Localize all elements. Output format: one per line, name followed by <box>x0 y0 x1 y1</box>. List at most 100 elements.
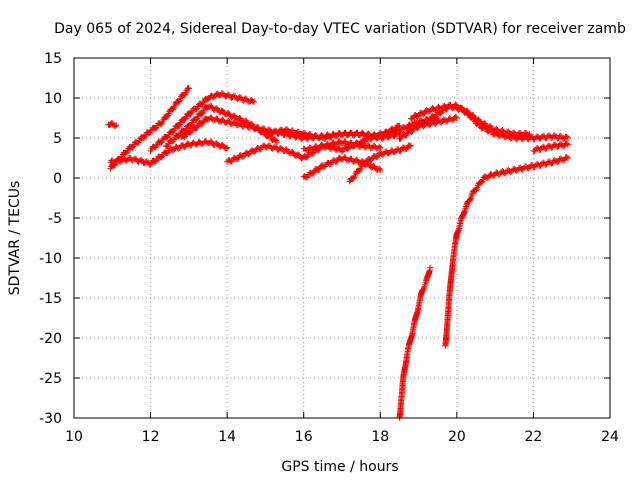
data-point-marker <box>245 151 252 158</box>
data-point-marker <box>185 85 192 92</box>
data-point-marker <box>112 123 119 130</box>
data-point-marker <box>350 175 357 182</box>
data-point-marker <box>175 122 182 129</box>
data-point-marker <box>210 94 217 101</box>
series-arc-17 <box>105 119 120 130</box>
data-point-marker <box>199 120 206 127</box>
data-point-marker <box>376 165 383 172</box>
y-axis-label: SDTVAR / TECUs <box>7 181 23 296</box>
data-point-marker <box>231 119 238 126</box>
series-arc-1 <box>107 84 192 172</box>
data-point-marker <box>526 131 533 137</box>
data-point-marker <box>467 196 474 203</box>
data-point-marker <box>560 157 567 164</box>
data-point-marker <box>379 151 386 158</box>
data-point-marker <box>205 96 211 103</box>
data-point-marker <box>443 104 450 111</box>
data-point-marker <box>563 154 570 161</box>
series-arc-16 <box>442 154 571 349</box>
data-point-marker <box>272 137 279 144</box>
data-point-marker <box>475 116 482 123</box>
data-point-marker <box>181 116 188 123</box>
data-point-marker <box>141 134 148 141</box>
data-point-marker <box>376 143 383 150</box>
data-point-marker <box>385 130 392 137</box>
data-point-marker <box>385 150 392 157</box>
y-tick-label: -25 <box>39 371 62 387</box>
series-arc-3 <box>147 90 257 155</box>
y-tick-label: -20 <box>39 331 62 347</box>
x-axis-label: GPS time / hours <box>281 459 398 475</box>
data-point-marker <box>224 144 231 151</box>
data-point-marker <box>361 160 368 167</box>
data-point-marker <box>309 150 316 157</box>
plot-frame <box>73 57 611 419</box>
series-arc-13 <box>415 113 460 130</box>
data-point-marker <box>289 148 296 155</box>
series-arc-10 <box>346 142 414 185</box>
data-point-marker <box>309 170 316 177</box>
data-point-marker <box>239 153 246 160</box>
x-tick-label: 22 <box>525 429 543 445</box>
data-point-marker <box>225 110 232 117</box>
data-point-marker <box>164 113 171 120</box>
data-point-marker <box>377 167 384 173</box>
axis-ticks: 10 12 14 16 18 20 22 24 15 10 5 0 -5 -10 -15 -20 -25 -30 <box>39 51 619 445</box>
x-tick-label: 16 <box>295 429 313 445</box>
data-point-marker <box>175 98 182 105</box>
data-point-marker <box>152 125 159 132</box>
data-point-marker <box>277 144 284 151</box>
data-point-marker <box>374 154 381 161</box>
data-point-marker <box>499 127 506 134</box>
data-point-marker <box>513 167 520 174</box>
data-point-marker <box>420 111 427 118</box>
data-point-marker <box>493 125 500 132</box>
series-arc-14 <box>530 140 571 155</box>
data-point-marker <box>414 113 421 120</box>
data-point-marker <box>564 155 571 161</box>
data-point-marker <box>170 128 177 135</box>
data-point-marker <box>193 116 200 123</box>
data-point-marker <box>379 131 386 138</box>
data-point-marker <box>563 133 570 140</box>
data-point-marker <box>564 141 571 148</box>
y-tick-label: 15 <box>44 51 62 67</box>
data-point-marker <box>138 156 144 163</box>
y-tick-label: -5 <box>48 211 62 227</box>
data-point-marker <box>143 158 150 165</box>
chart-title: Day 065 of 2024, Sidereal Day-to-day VTE… <box>54 21 626 37</box>
data-point-marker <box>169 106 176 113</box>
data-point-marker <box>373 133 380 140</box>
data-point-marker <box>193 106 200 113</box>
x-tick-label: 10 <box>65 429 83 445</box>
data-point-marker <box>470 112 477 119</box>
data-point-marker <box>250 99 257 105</box>
data-point-marker <box>158 139 165 146</box>
data-point-marker <box>225 117 232 124</box>
series-arc-8 <box>300 154 384 181</box>
data-point-marker <box>406 142 413 149</box>
data-point-marker <box>453 115 460 121</box>
x-tick-label: 20 <box>448 429 466 445</box>
data-point-marker <box>427 264 434 271</box>
data-point-marker <box>344 146 351 153</box>
x-tick-label: 14 <box>218 429 236 445</box>
data-point-marker <box>414 125 421 132</box>
series-arc-12 <box>407 101 533 139</box>
data-point-marker <box>563 140 570 147</box>
data-point-marker <box>170 147 177 154</box>
data-point-marker <box>452 113 459 120</box>
data-point-marker <box>356 167 363 174</box>
y-tick-label: 10 <box>44 91 62 107</box>
data-point-marker <box>478 179 485 186</box>
data-point-marker <box>295 151 302 158</box>
y-tick-label: 0 <box>53 171 62 187</box>
data-point-marker <box>219 141 226 148</box>
series-arc-2 <box>107 138 231 168</box>
data-point-marker <box>377 144 384 151</box>
data-point-marker <box>420 286 427 293</box>
x-tick-label: 24 <box>601 429 619 445</box>
data-point-marker <box>272 143 278 150</box>
data-point-marker <box>113 122 120 129</box>
